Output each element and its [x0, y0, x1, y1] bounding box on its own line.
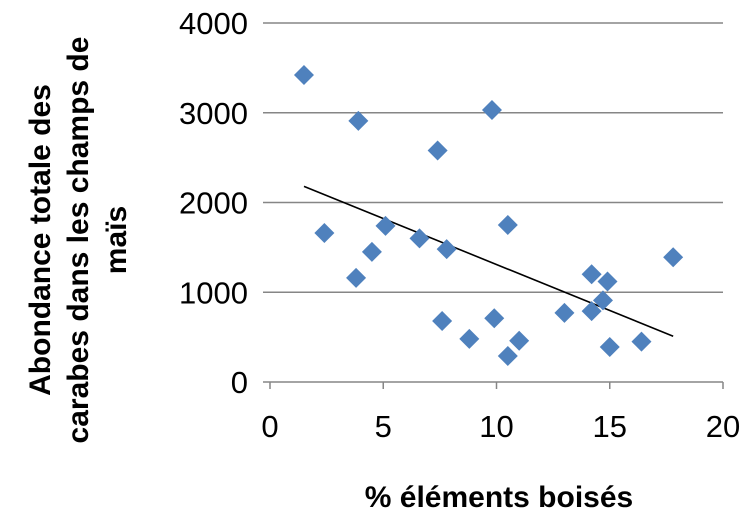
- trendline: [303, 185, 674, 337]
- y-axis-title-line-3: maïs: [100, 206, 133, 274]
- data-point: [581, 264, 602, 285]
- data-point: [346, 267, 367, 288]
- data-point: [663, 247, 684, 268]
- y-tick-label: 0: [231, 365, 248, 400]
- data-point: [314, 223, 335, 244]
- y-tick-label: 1000: [179, 275, 248, 310]
- y-tick-label: 3000: [179, 96, 248, 131]
- data-point: [459, 328, 480, 349]
- tick-labels: 0 5 10 15 20 0 1000 2000 3000 4000: [179, 6, 740, 444]
- x-tick-label: 15: [593, 409, 627, 444]
- x-tick-label: 5: [375, 409, 392, 444]
- x-axis-title: % éléments boisés: [365, 481, 633, 514]
- data-point: [436, 239, 457, 260]
- data-point: [293, 65, 314, 86]
- data-point: [599, 336, 620, 357]
- data-point: [497, 214, 518, 235]
- data-point: [375, 215, 396, 236]
- y-tick-label: 4000: [179, 6, 248, 41]
- data-point: [348, 110, 369, 131]
- y-axis-title-line-2: carabes dans les champs de: [62, 37, 95, 444]
- trendline-line: [303, 185, 674, 337]
- data-point: [409, 228, 430, 249]
- data-point: [481, 100, 502, 121]
- x-tick-label: 10: [479, 409, 513, 444]
- y-axis-title-line-1: Abondance totale des: [24, 84, 57, 396]
- data-point: [497, 345, 518, 366]
- data-points: [293, 65, 684, 366]
- x-tick-label: 0: [261, 409, 278, 444]
- data-point: [581, 301, 602, 322]
- data-point: [631, 331, 652, 352]
- data-point: [484, 308, 505, 329]
- x-tick-label: 20: [706, 409, 740, 444]
- data-point: [509, 330, 530, 351]
- data-point: [592, 290, 613, 311]
- gridlines: [263, 22, 723, 293]
- data-point: [597, 271, 618, 292]
- data-point: [554, 302, 575, 323]
- data-point: [427, 140, 448, 161]
- data-point: [432, 310, 453, 331]
- y-axis-title: Abondance totale des carabes dans les ch…: [24, 37, 133, 444]
- y-tick-label: 2000: [179, 186, 248, 221]
- data-point: [361, 241, 382, 262]
